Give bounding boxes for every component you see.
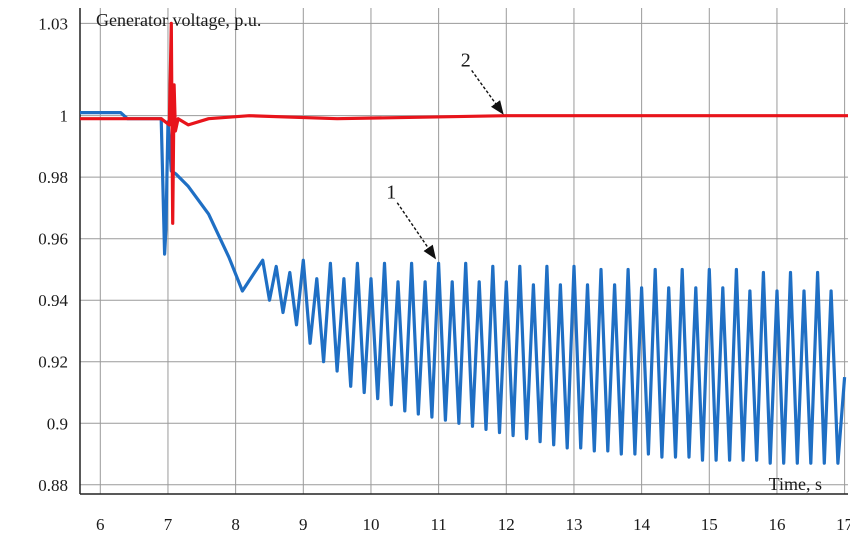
y-tick-label: 0.98 <box>38 168 68 187</box>
y-tick-label: 0.92 <box>38 353 68 372</box>
series-line-2 <box>80 21 848 225</box>
x-tick-label: 13 <box>565 515 582 534</box>
x-tick-label: 16 <box>768 515 785 534</box>
y-tick-label: 1 <box>60 107 69 126</box>
annotation-arrow <box>396 202 437 260</box>
y-tick-label: 0.96 <box>38 230 68 249</box>
chart-title: Generator voltage, p.u. <box>96 10 261 30</box>
x-tick-label: 17 <box>836 515 850 534</box>
y-tick-labels: 0.88 0.9 0.92 0.94 0.96 0.98 1 1.03 <box>38 14 68 494</box>
x-tick-label: 7 <box>164 515 173 534</box>
x-tick-label: 6 <box>96 515 105 534</box>
series-lines <box>80 21 848 465</box>
grid-lines <box>80 8 848 494</box>
annotations: 12 <box>386 49 504 260</box>
annotation-label: 2 <box>461 49 471 71</box>
y-tick-label: 0.94 <box>38 291 68 310</box>
y-tick-label: 1.03 <box>38 14 68 33</box>
x-tick-label: 15 <box>701 515 718 534</box>
annotation-arrow <box>471 70 504 115</box>
series-line-1 <box>80 110 847 465</box>
x-tick-labels: 6 7 8 9 10 11 12 13 14 15 16 17 <box>96 515 850 534</box>
x-tick-label: 14 <box>633 515 651 534</box>
axes <box>79 8 848 495</box>
y-tick-label: 0.9 <box>47 414 68 433</box>
annotation-label: 1 <box>386 182 396 204</box>
y-tick-label: 0.88 <box>38 476 68 495</box>
x-axis-label: Time, s <box>769 474 822 494</box>
x-tick-label: 10 <box>362 515 379 534</box>
x-tick-label: 12 <box>498 515 515 534</box>
x-tick-label: 11 <box>430 515 446 534</box>
x-tick-label: 8 <box>231 515 240 534</box>
x-tick-label: 9 <box>299 515 308 534</box>
